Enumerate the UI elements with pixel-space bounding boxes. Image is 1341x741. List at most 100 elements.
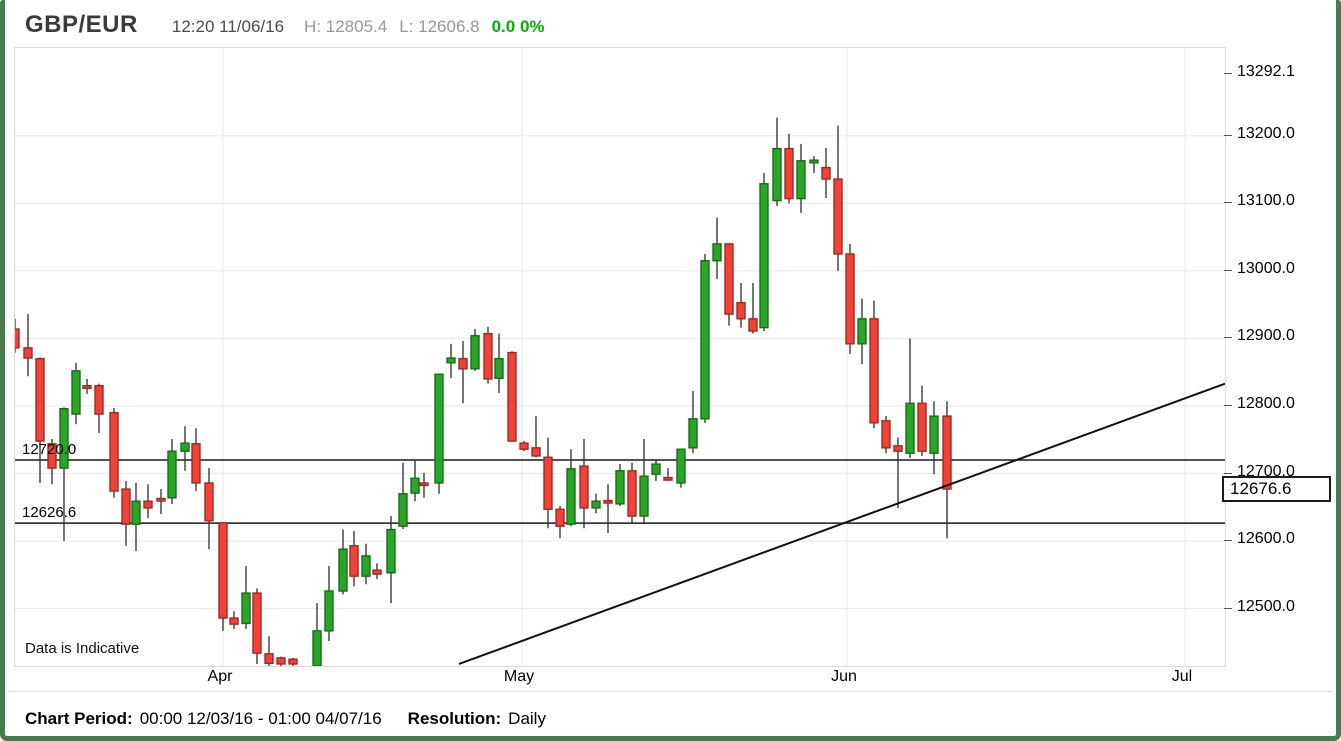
period-value: 00:00 12/03/16 - 01:00 04/07/16 bbox=[139, 709, 382, 728]
candle-up bbox=[712, 243, 722, 262]
candle-down bbox=[121, 488, 131, 525]
candle-down bbox=[531, 447, 541, 457]
candle-down bbox=[288, 658, 298, 665]
support-line-label: 12720.0 bbox=[22, 441, 77, 458]
candle-down bbox=[419, 482, 429, 487]
y-axis-tick bbox=[1224, 472, 1232, 474]
candle-down bbox=[229, 617, 239, 625]
candle-up bbox=[772, 147, 782, 202]
candle-up bbox=[398, 493, 408, 527]
change-value: 0.0 0% bbox=[491, 17, 545, 36]
chart-plot-area[interactable] bbox=[14, 47, 1226, 667]
candle-up bbox=[180, 442, 190, 452]
y-axis-label: 12600.0 bbox=[1237, 530, 1295, 548]
candle-down bbox=[458, 357, 468, 370]
indicative-note: Data is Indicative bbox=[25, 640, 140, 657]
candle-down bbox=[507, 351, 517, 442]
y-axis-tick bbox=[1224, 269, 1232, 271]
candle-down bbox=[724, 243, 734, 315]
candle-down bbox=[109, 412, 119, 492]
symbol-title: GBP/EUR bbox=[25, 11, 138, 38]
candle-down bbox=[845, 253, 855, 345]
candle-up bbox=[167, 450, 177, 499]
candle-down bbox=[519, 442, 529, 450]
candle-up bbox=[591, 500, 601, 509]
y-axis-label: 13292.1 bbox=[1237, 62, 1295, 80]
resolution-label: Resolution: bbox=[407, 709, 502, 728]
candle-up bbox=[59, 407, 69, 469]
candle-down bbox=[917, 402, 927, 452]
y-axis-tick bbox=[1224, 134, 1232, 136]
candle-up bbox=[566, 468, 576, 525]
candle-down bbox=[579, 465, 589, 509]
candle-up bbox=[131, 500, 141, 525]
candle-up bbox=[796, 160, 806, 200]
candle-down bbox=[276, 657, 286, 665]
y-axis-tick bbox=[1224, 540, 1232, 542]
candle-up bbox=[494, 357, 504, 379]
candle-down bbox=[869, 318, 879, 424]
candle-down bbox=[23, 347, 33, 359]
candle-down bbox=[736, 301, 746, 320]
y-axis-label: 12900.0 bbox=[1237, 327, 1295, 345]
candle-down bbox=[893, 445, 903, 452]
candle-down bbox=[821, 166, 831, 180]
candle-up bbox=[688, 418, 698, 449]
y-axis-tick bbox=[1224, 404, 1232, 406]
y-axis-tick bbox=[1224, 607, 1232, 609]
candle-down bbox=[942, 415, 952, 490]
candle-up bbox=[700, 260, 710, 420]
candlestick-chart[interactable] bbox=[15, 48, 1225, 666]
y-axis-label: 12500.0 bbox=[1237, 597, 1295, 615]
x-axis-label: Jun bbox=[831, 668, 857, 685]
y-axis-label: 13200.0 bbox=[1237, 124, 1295, 142]
candle-up bbox=[71, 370, 81, 415]
x-axis-label: Jul bbox=[1171, 668, 1193, 685]
candle-down bbox=[156, 497, 166, 502]
candle-up bbox=[676, 448, 686, 484]
candle-down bbox=[35, 357, 45, 442]
candle-up bbox=[759, 183, 769, 329]
chart-header: GBP/EUR 12:20 11/06/16 H: 12805.4 L: 126… bbox=[25, 11, 545, 41]
y-axis-label: 13000.0 bbox=[1237, 259, 1295, 277]
candle-up bbox=[241, 592, 251, 625]
candle-up bbox=[651, 463, 661, 475]
candle-down bbox=[543, 456, 553, 511]
candle-up bbox=[324, 590, 334, 632]
candle-down bbox=[204, 482, 214, 522]
candle-down bbox=[372, 569, 382, 575]
candle-down bbox=[47, 443, 57, 469]
support-line-label: 12626.6 bbox=[22, 504, 77, 522]
candle-up bbox=[615, 470, 625, 505]
candle-up bbox=[905, 402, 915, 454]
trend-line bbox=[458, 382, 1225, 665]
candle-down bbox=[143, 500, 153, 509]
x-axis-label: Apr bbox=[207, 668, 233, 685]
y-axis-tick bbox=[1224, 202, 1232, 204]
candle-down bbox=[603, 499, 613, 504]
candle-up bbox=[361, 555, 371, 577]
candle-down bbox=[784, 147, 794, 200]
session-low: L: 12606.8 bbox=[399, 17, 480, 36]
chart-footer: Chart Period: 00:00 12/03/16 - 01:00 04/… bbox=[25, 709, 546, 729]
candle-down bbox=[82, 385, 92, 390]
candle-down bbox=[881, 420, 891, 449]
y-axis-label: 12700.0 bbox=[1237, 462, 1295, 480]
candle-up bbox=[446, 357, 456, 364]
candle-down bbox=[94, 385, 104, 415]
candle-up bbox=[338, 548, 348, 592]
candle-up bbox=[386, 528, 396, 574]
candle-down bbox=[349, 545, 359, 577]
candle-up bbox=[857, 318, 867, 345]
period-label: Chart Period: bbox=[25, 709, 133, 728]
candle-down bbox=[218, 522, 228, 619]
candle-down bbox=[555, 508, 565, 527]
candle-up bbox=[929, 415, 939, 454]
candle-down bbox=[252, 592, 262, 654]
candle-down bbox=[15, 328, 20, 349]
candle-down bbox=[191, 443, 201, 484]
candle-down bbox=[627, 470, 637, 517]
session-high: H: 12805.4 bbox=[304, 17, 388, 36]
y-axis-label: 13100.0 bbox=[1237, 192, 1295, 210]
candle-down bbox=[833, 178, 843, 255]
